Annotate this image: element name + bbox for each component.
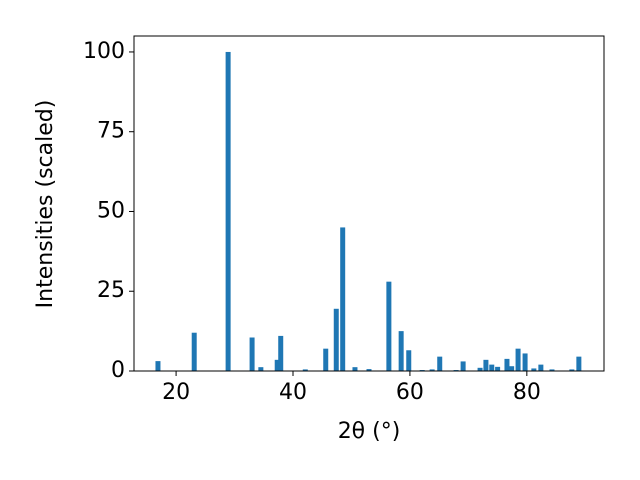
bar xyxy=(386,281,392,371)
bar xyxy=(483,359,489,371)
bar xyxy=(515,348,521,371)
bar xyxy=(366,369,372,371)
bar xyxy=(460,361,466,371)
bar xyxy=(225,51,231,371)
bar xyxy=(538,364,544,371)
x-tick-label: 60 xyxy=(396,380,424,405)
bar xyxy=(406,350,412,371)
bar xyxy=(340,227,346,371)
bar xyxy=(477,367,483,371)
y-tick-label: 25 xyxy=(97,278,125,303)
x-axis-label: 2θ (°) xyxy=(338,419,401,444)
bar xyxy=(437,356,443,371)
x-tick-label: 80 xyxy=(513,380,541,405)
x-tick-label: 40 xyxy=(279,380,307,405)
bar xyxy=(352,367,358,371)
bar xyxy=(495,366,501,371)
y-tick-label: 50 xyxy=(97,198,125,223)
bar xyxy=(569,369,575,371)
bar xyxy=(278,335,284,371)
bar xyxy=(249,337,255,371)
y-axis-label: Intensities (scaled) xyxy=(33,100,58,309)
bar xyxy=(576,356,582,371)
bar xyxy=(302,369,308,371)
y-tick-label: 0 xyxy=(111,358,125,383)
bar xyxy=(323,348,329,371)
bar xyxy=(155,361,161,371)
plot-frame xyxy=(133,35,605,372)
bar xyxy=(333,308,339,371)
bar xyxy=(504,358,510,371)
bar xyxy=(274,359,280,371)
bar xyxy=(191,332,197,371)
y-tick-label: 75 xyxy=(97,119,125,144)
bar xyxy=(522,353,528,371)
bar xyxy=(531,368,537,371)
bar xyxy=(258,367,264,371)
bar xyxy=(509,366,515,371)
bar xyxy=(429,369,435,371)
x-tick-label: 20 xyxy=(162,380,190,405)
bar xyxy=(549,369,555,371)
bar xyxy=(489,364,495,371)
y-tick-label: 100 xyxy=(83,39,125,64)
bar xyxy=(398,331,404,371)
